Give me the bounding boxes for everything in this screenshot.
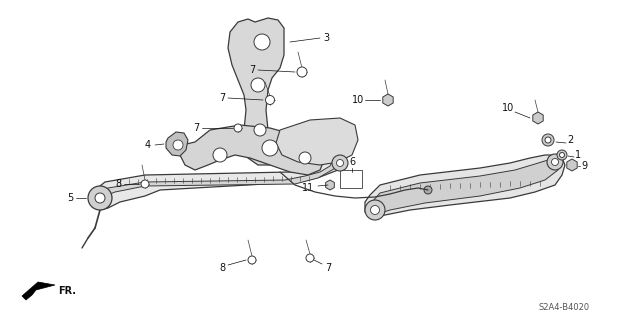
- Polygon shape: [326, 180, 334, 190]
- Circle shape: [559, 153, 564, 157]
- Circle shape: [254, 124, 266, 136]
- Circle shape: [547, 154, 563, 170]
- Text: 10: 10: [502, 103, 514, 113]
- Text: 7: 7: [325, 263, 331, 273]
- Polygon shape: [166, 132, 188, 156]
- Text: 9: 9: [581, 161, 587, 171]
- Text: 1: 1: [575, 150, 581, 160]
- Circle shape: [297, 67, 307, 77]
- Circle shape: [332, 155, 348, 171]
- Polygon shape: [90, 155, 345, 210]
- Circle shape: [306, 254, 314, 262]
- Polygon shape: [533, 112, 543, 124]
- Text: 7: 7: [249, 65, 255, 75]
- Text: 11: 11: [302, 183, 314, 193]
- Circle shape: [337, 159, 344, 166]
- Circle shape: [371, 205, 380, 214]
- Text: FR.: FR.: [58, 286, 76, 296]
- Polygon shape: [228, 18, 284, 165]
- Circle shape: [266, 95, 275, 105]
- Polygon shape: [365, 155, 565, 218]
- Text: 7: 7: [219, 93, 225, 103]
- Circle shape: [557, 150, 567, 160]
- Circle shape: [254, 34, 270, 50]
- Text: 2: 2: [567, 135, 573, 145]
- Circle shape: [234, 124, 242, 132]
- Text: 8: 8: [115, 179, 121, 189]
- Polygon shape: [22, 282, 55, 300]
- Circle shape: [248, 256, 256, 264]
- Polygon shape: [567, 159, 577, 171]
- Text: 10: 10: [352, 95, 364, 105]
- Bar: [340, 170, 362, 188]
- Text: 5: 5: [67, 193, 73, 203]
- Circle shape: [545, 137, 551, 143]
- Circle shape: [365, 200, 385, 220]
- Circle shape: [542, 134, 554, 146]
- Text: 4: 4: [145, 140, 151, 150]
- Circle shape: [299, 152, 311, 164]
- Circle shape: [88, 186, 112, 210]
- Circle shape: [552, 158, 559, 165]
- Circle shape: [95, 193, 105, 203]
- Text: S2A4-B4020: S2A4-B4020: [539, 303, 590, 313]
- Circle shape: [262, 140, 278, 156]
- Text: 6: 6: [349, 157, 355, 167]
- Text: 3: 3: [323, 33, 329, 43]
- Polygon shape: [383, 94, 393, 106]
- Polygon shape: [98, 160, 340, 200]
- Circle shape: [424, 186, 432, 194]
- Circle shape: [173, 140, 183, 150]
- Circle shape: [251, 78, 265, 92]
- Polygon shape: [370, 158, 560, 215]
- Polygon shape: [276, 118, 358, 165]
- Circle shape: [213, 148, 227, 162]
- Circle shape: [141, 180, 149, 188]
- Text: 7: 7: [193, 123, 199, 133]
- Text: 8: 8: [219, 263, 225, 273]
- Polygon shape: [180, 125, 325, 175]
